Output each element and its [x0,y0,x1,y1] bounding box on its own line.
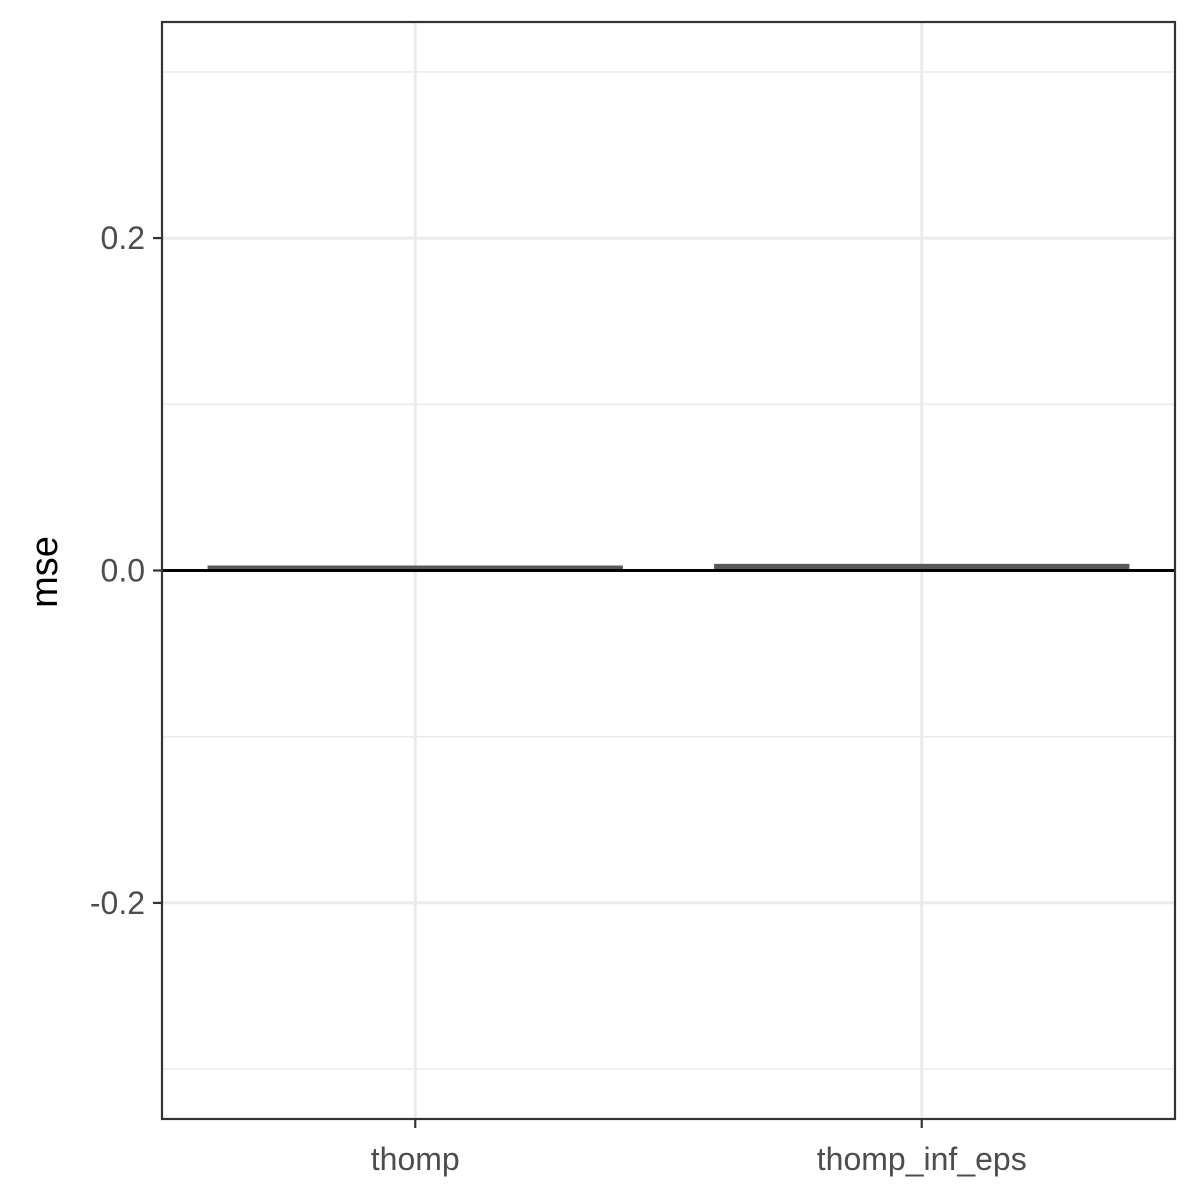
bar-thomp-inf-eps [714,563,1130,571]
y-tick-label: -0.2 [90,885,145,921]
bars [207,563,1130,571]
x-tick-label: thomp [371,1141,460,1177]
y-tick-label: 0.2 [101,220,145,256]
axis-ticks [153,236,923,1128]
y-tick-labels: -0.2 0.0 0.2 [90,220,145,921]
x-tick-labels: thomp thomp_inf_eps [371,1141,1027,1177]
y-axis-title: mse [24,536,66,608]
x-tick-label: thomp_inf_eps [817,1141,1027,1177]
y-tick-label: 0.0 [101,553,145,589]
bar-thomp [207,565,623,571]
